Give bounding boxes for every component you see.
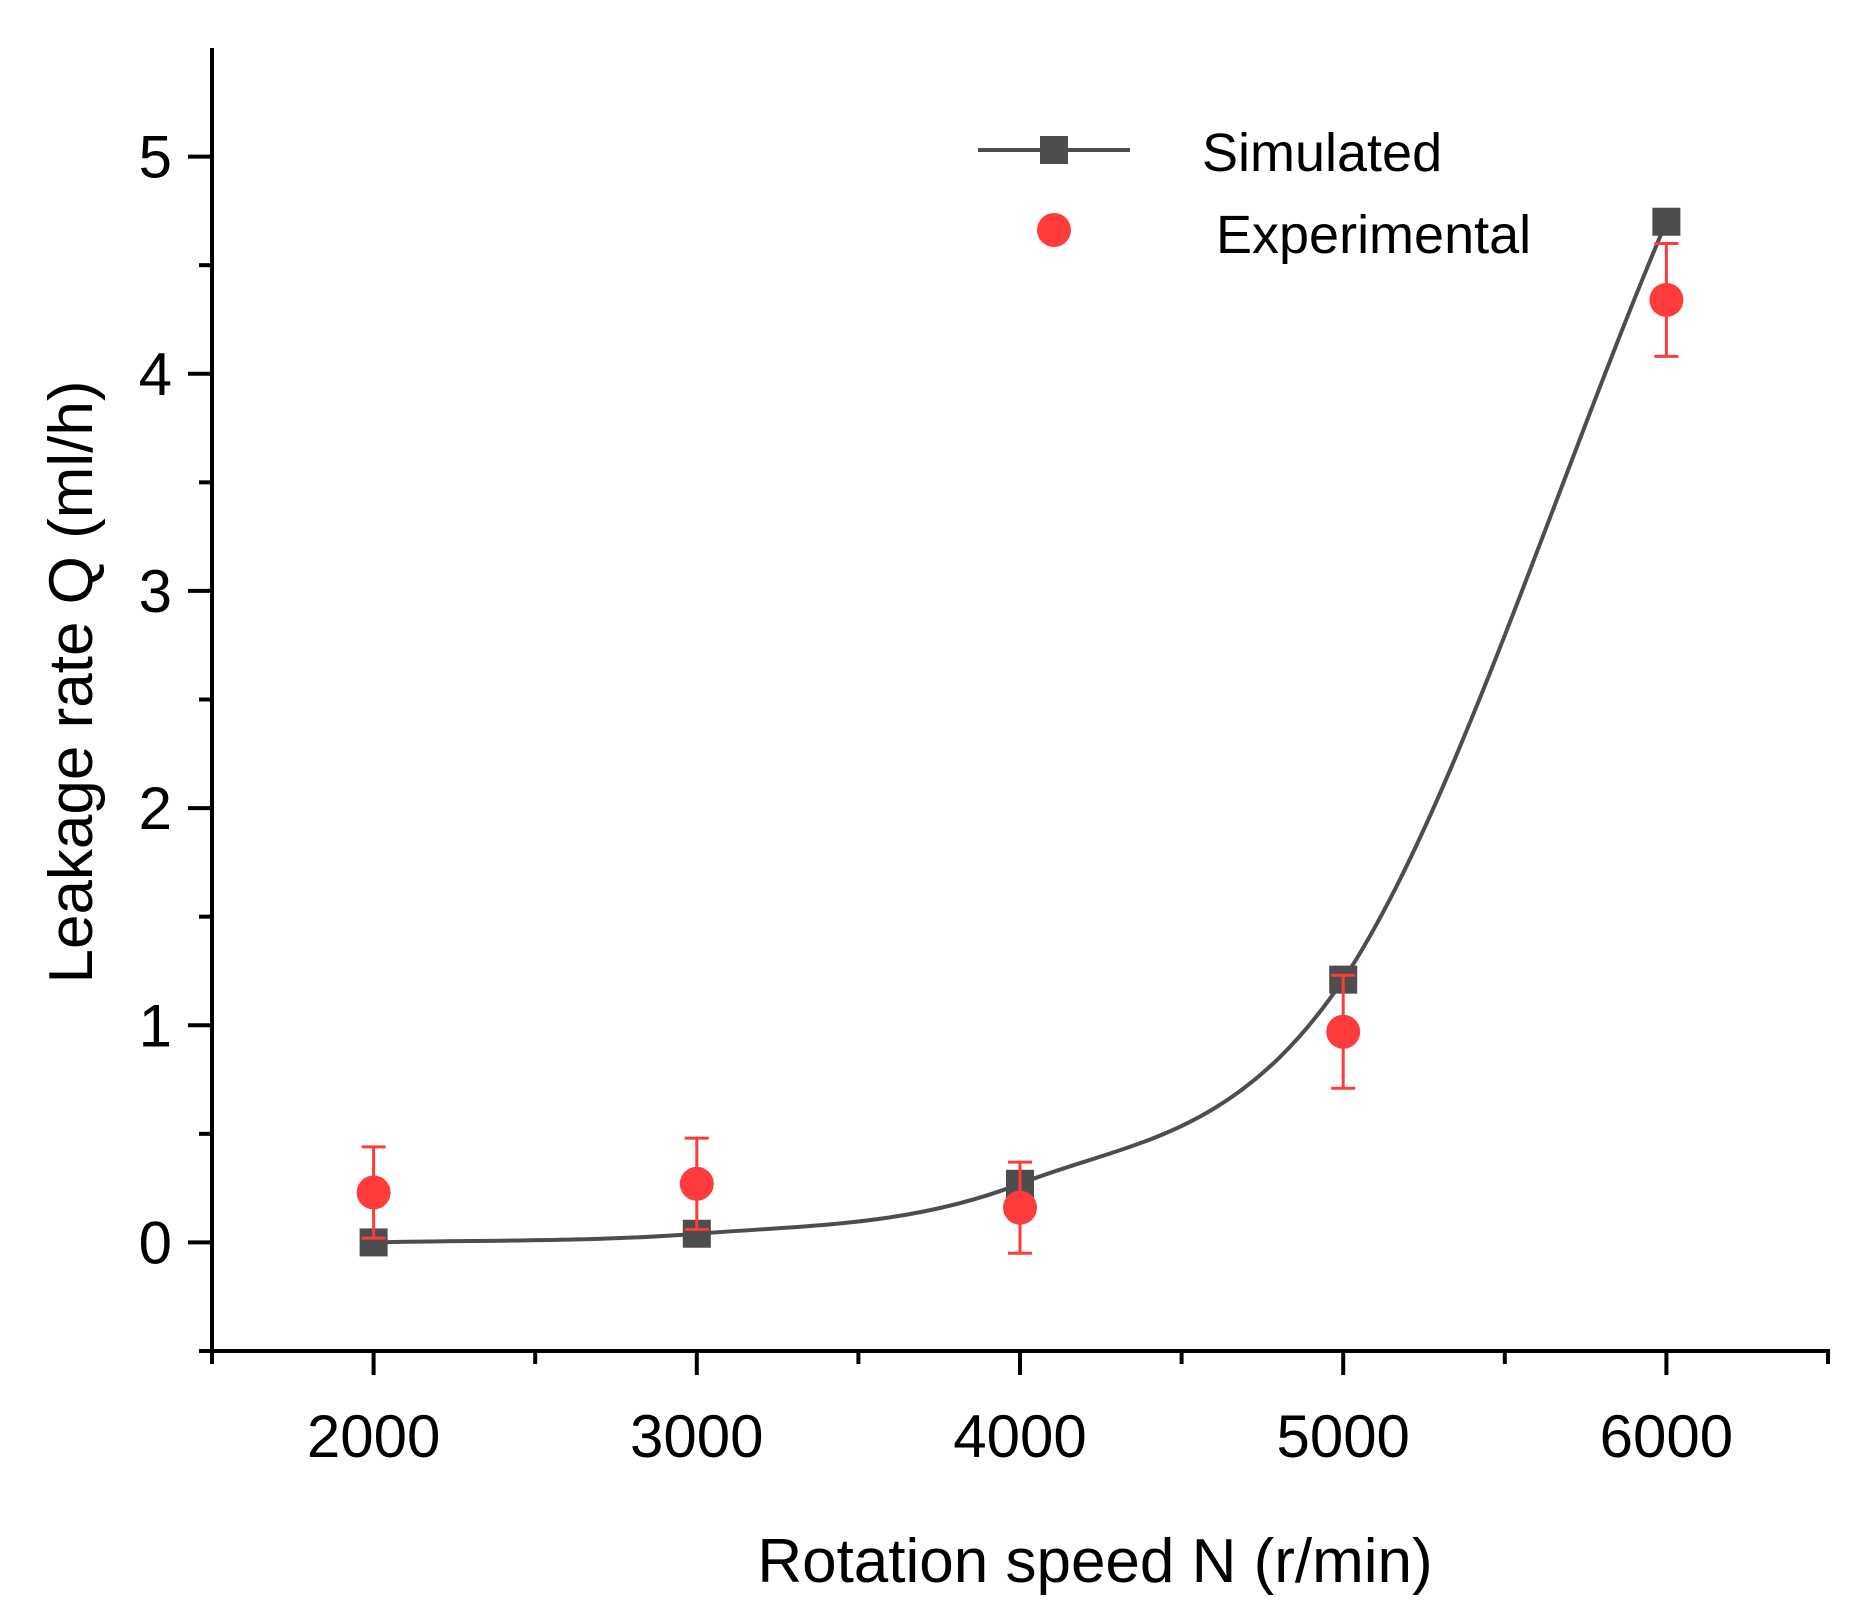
experimental-point bbox=[679, 1166, 714, 1201]
simulated-point bbox=[1652, 207, 1681, 236]
x-tick-label: 3000 bbox=[630, 1403, 763, 1470]
x-tick-label: 2000 bbox=[307, 1403, 440, 1470]
legend: Simulated Experimental bbox=[978, 123, 1531, 265]
x-tick-label: 6000 bbox=[1600, 1403, 1733, 1470]
y-tick-label: 5 bbox=[139, 124, 172, 191]
y-tick-label: 3 bbox=[139, 558, 172, 625]
experimental-point bbox=[356, 1175, 391, 1210]
y-axis-title: Leakage rate Q (ml/h) bbox=[37, 380, 106, 983]
y-tick-label: 2 bbox=[139, 775, 172, 842]
experimental-point bbox=[1003, 1190, 1037, 1225]
x-tick-label: 5000 bbox=[1276, 1403, 1409, 1470]
x-axis-title: Rotation speed N (r/min) bbox=[757, 1527, 1432, 1596]
experimental-point bbox=[1326, 1014, 1361, 1049]
legend-experimental-label: Experimental bbox=[1216, 205, 1531, 265]
simulated-line bbox=[373, 220, 1669, 1245]
ticks-layer: 0 1 2 3 4 5 2000 3000 4000 5000 6000 bbox=[139, 124, 1830, 1470]
y-tick-label: 1 bbox=[139, 992, 172, 1059]
experimental-point bbox=[1649, 282, 1684, 317]
legend-simulated-marker bbox=[1040, 136, 1068, 164]
y-tick-label: 4 bbox=[139, 341, 172, 408]
axes-layer bbox=[210, 48, 1830, 1353]
legend-experimental-marker bbox=[1037, 213, 1071, 247]
y-tick-label: 0 bbox=[139, 1209, 172, 1276]
x-tick-label: 4000 bbox=[953, 1403, 1086, 1470]
series-layer bbox=[356, 207, 1684, 1257]
legend-simulated-label: Simulated bbox=[1202, 123, 1442, 183]
